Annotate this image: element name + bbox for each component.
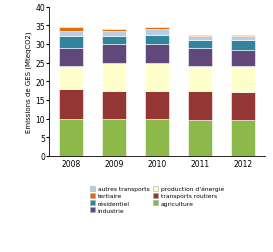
Bar xyxy=(145,36,169,45)
Bar xyxy=(102,32,126,37)
Bar xyxy=(59,37,83,48)
Bar xyxy=(231,67,255,93)
Bar xyxy=(231,37,255,41)
Bar xyxy=(59,48,83,67)
Bar xyxy=(231,36,255,37)
Bar xyxy=(102,91,126,119)
Bar xyxy=(102,30,126,32)
Bar xyxy=(188,121,212,156)
Bar xyxy=(188,36,212,37)
Bar xyxy=(145,30,169,36)
Bar xyxy=(59,67,83,89)
Bar xyxy=(188,37,212,41)
Bar xyxy=(102,37,126,45)
Bar xyxy=(59,32,83,37)
Bar xyxy=(145,63,169,91)
Legend: autres transports, tertiaire, résidentiel, industrie, production d’énergie, tran: autres transports, tertiaire, résidentie… xyxy=(90,186,224,213)
Bar xyxy=(59,119,83,156)
Bar xyxy=(231,50,255,67)
Bar xyxy=(231,121,255,156)
Bar xyxy=(59,89,83,119)
Bar xyxy=(188,48,212,67)
Bar xyxy=(188,91,212,121)
Bar xyxy=(231,41,255,50)
Bar xyxy=(59,28,83,32)
Bar xyxy=(102,119,126,156)
Bar xyxy=(145,45,169,63)
Y-axis label: Emissions de GES (MteqCO2): Emissions de GES (MteqCO2) xyxy=(26,31,32,133)
Bar xyxy=(102,45,126,63)
Bar xyxy=(102,63,126,91)
Bar xyxy=(231,93,255,121)
Bar xyxy=(145,91,169,119)
Bar xyxy=(188,67,212,91)
Bar xyxy=(145,28,169,30)
Bar xyxy=(145,119,169,156)
Bar xyxy=(188,41,212,48)
